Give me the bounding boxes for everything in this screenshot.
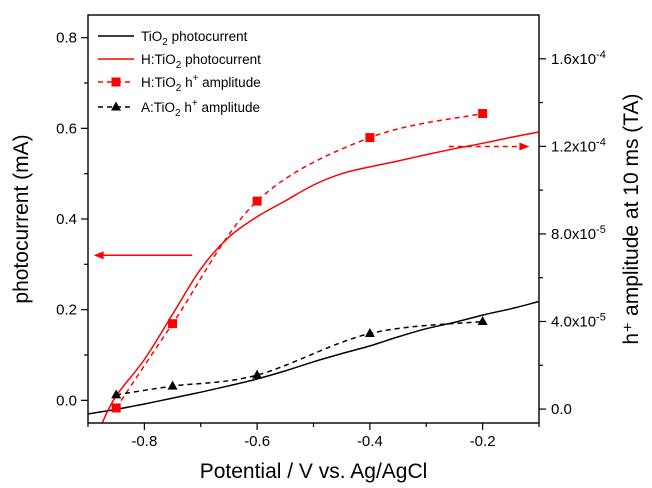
x-axis-label: Potential / V vs. Ag/AgCl (200, 460, 428, 483)
y-left-tick-label: 0.0 (56, 392, 77, 409)
data-point-3-3 (252, 196, 262, 206)
legend-label-2: H:TiO2 photocurrent (141, 52, 261, 71)
arrow-left-head (93, 251, 104, 260)
data-point-4-1 (111, 389, 122, 399)
data-point-4-3 (252, 369, 263, 379)
series-layer (87, 112, 540, 424)
y-right-tick-label: 1.2x10-4 (551, 136, 606, 155)
legend-marker-4 (111, 101, 121, 111)
x-tick-label: -0.4 (357, 433, 383, 450)
data-point-4-5 (477, 316, 488, 326)
y-left-tick-label: 0.6 (56, 120, 77, 137)
data-point-3-2 (168, 319, 178, 329)
x-tick-label: -0.8 (131, 433, 157, 450)
y-right-tick-label: 4.0x10-5 (551, 312, 606, 331)
legend-label-1: TiO2 photocurrent (141, 29, 248, 48)
data-point-3-1 (111, 403, 121, 413)
ticks-layer: -0.8 -0.6 -0.4 -0.2 0.0 0.2 0.4 0.6 0.8 0.0 4.0x10… (56, 30, 606, 450)
series-line-1 (87, 300, 540, 415)
data-point-4-2 (167, 380, 178, 390)
x-tick-label: -0.6 (244, 433, 270, 450)
legend-label-4: A:TiO2 h+ amplitude (141, 98, 260, 119)
series-line-3 (115, 112, 483, 409)
x-tick-label: -0.2 (470, 433, 496, 450)
data-point-3-5 (478, 109, 488, 119)
y-axis-label-right: h⁺ amplitude at 10 ms (TA) (620, 93, 643, 344)
series-line-4 (116, 320, 483, 396)
y-left-tick-label: 0.2 (56, 302, 77, 319)
y-axis-label-left: photocurrent (mA) (10, 134, 33, 303)
markers-layer (111, 109, 488, 413)
data-point-3-4 (365, 133, 375, 143)
y-left-tick-label: 0.4 (56, 211, 77, 228)
data-point-4-4 (364, 328, 375, 338)
arrow-right-head (519, 142, 530, 151)
y-right-tick-label: 8.0x10-5 (551, 224, 606, 243)
y-right-tick-label: 1.6x10-4 (551, 49, 606, 68)
legend-marker-3 (111, 77, 121, 87)
y-right-tick-label: 0.0 (551, 401, 572, 418)
legend: TiO2 photocurrent H:TiO2 photocurrent H:Ti… (98, 29, 261, 119)
annotation-layer (93, 142, 530, 260)
series-line-2 (101, 131, 540, 424)
y-left-tick-label: 0.8 (56, 30, 77, 47)
legend-label-3: H:TiO2 h+ amplitude (141, 73, 261, 94)
